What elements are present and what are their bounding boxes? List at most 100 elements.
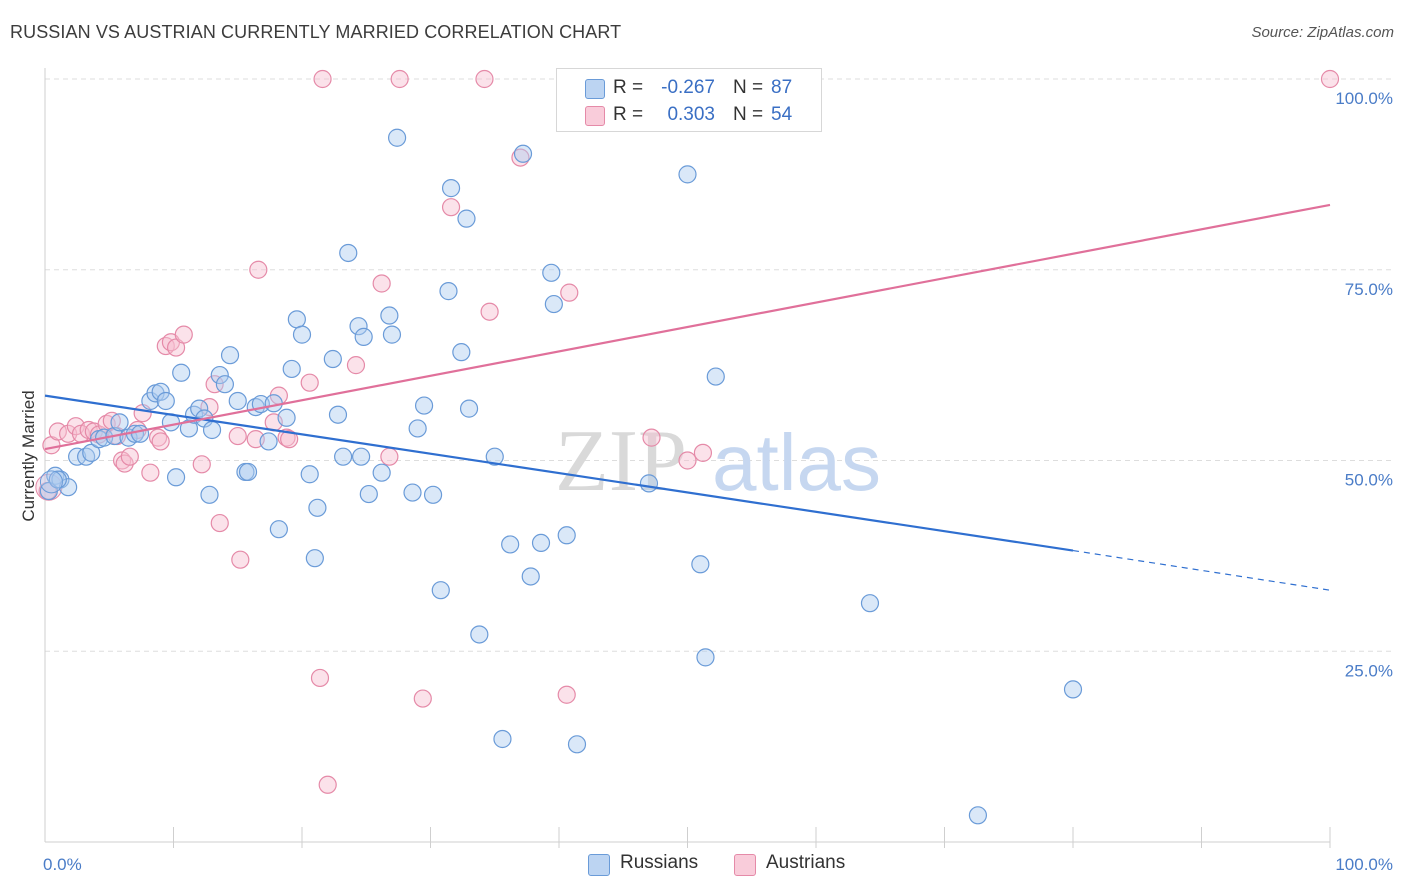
russian-point — [305, 549, 324, 568]
russian-point — [215, 375, 234, 394]
austrian-point — [249, 260, 268, 279]
russian-point — [334, 447, 353, 466]
russian-point — [521, 567, 540, 586]
russian-point — [403, 483, 422, 502]
austrian-point — [557, 685, 576, 704]
russian-point — [110, 413, 129, 432]
austrian-point — [1320, 69, 1340, 89]
russian-point — [380, 306, 399, 325]
r-label: R = — [613, 104, 644, 125]
r-value: -0.267 — [661, 77, 715, 98]
russian-point — [238, 462, 258, 482]
austrian-point — [318, 775, 337, 794]
russians-legend-swatch — [588, 854, 610, 876]
russian-point — [387, 128, 407, 147]
n-label: N = — [733, 104, 764, 125]
watermark: ZIP atlas — [555, 413, 881, 510]
russian-point — [531, 533, 551, 553]
austrians-points — [35, 69, 1340, 794]
russian-point — [210, 365, 229, 385]
austrian-point — [346, 356, 366, 375]
legend-row-russians: R = -0.267 N = 87 — [557, 73, 821, 101]
watermark-atlas: atlas — [712, 418, 881, 507]
russian-point — [179, 419, 199, 438]
austrian-point — [313, 69, 332, 89]
austrian-point — [192, 455, 211, 474]
russian-point — [439, 282, 458, 301]
russian-point-cluster — [39, 470, 63, 494]
russian-point — [441, 179, 461, 198]
russians-trend-extension — [1072, 549, 1331, 591]
russian-point — [359, 484, 378, 504]
russian-point — [352, 447, 371, 466]
russian-point — [513, 144, 533, 163]
russian-point — [501, 535, 520, 554]
russian-point — [269, 520, 288, 539]
russian-point — [431, 581, 450, 600]
austrian-point — [310, 668, 330, 688]
russian-point — [414, 396, 434, 415]
russian-point — [678, 165, 697, 184]
russian-point — [639, 474, 659, 493]
russian-point — [459, 399, 479, 418]
austrian-point — [280, 430, 299, 449]
russian-point — [308, 498, 327, 517]
russian-point — [544, 294, 563, 314]
tick-labels: 25.0% 50.0% 75.0% 100.0% 0.0% 100.0% — [43, 89, 1393, 874]
austrian-point — [59, 424, 78, 443]
austrian-point — [372, 274, 391, 293]
russian-point — [408, 419, 427, 438]
russian-point — [130, 424, 150, 443]
russian-point — [423, 485, 443, 504]
legend-row-austrians: R = 0.303 N = 54 — [557, 100, 821, 128]
russian-point — [493, 729, 512, 749]
russian-point — [277, 408, 296, 427]
russians-swatch — [585, 79, 605, 99]
russian-point — [339, 243, 358, 263]
austrian-point — [210, 513, 229, 533]
austrian-point — [678, 451, 697, 470]
russian-point — [542, 263, 561, 282]
russian-point — [282, 359, 301, 379]
russian-point — [691, 555, 710, 574]
russian-point — [166, 468, 186, 487]
x-tick-label: 100.0% — [1335, 855, 1393, 874]
russian-point — [228, 391, 247, 411]
austrian-point — [413, 689, 432, 708]
y-axis-label: Currently Married — [19, 390, 38, 521]
russian-point — [328, 405, 348, 424]
russian-point — [452, 343, 471, 362]
russian-point — [349, 317, 368, 336]
austrian-point — [380, 447, 399, 466]
russian-point — [968, 806, 988, 825]
russian-point — [190, 399, 209, 418]
russian-point — [485, 447, 504, 466]
russian-point — [82, 443, 101, 462]
austrian-point — [480, 302, 499, 321]
y-tick-label: 100.0% — [1335, 89, 1393, 108]
source-label: Source: ZipAtlas.com — [1251, 24, 1394, 41]
russian-point — [382, 325, 402, 344]
austrian-point — [475, 69, 494, 89]
russian-point — [1063, 680, 1083, 699]
austrian-point — [120, 447, 139, 466]
chart-title: RUSSIAN VS AUSTRIAN CURRENTLY MARRIED CO… — [10, 22, 622, 42]
russian-point — [151, 382, 170, 401]
y-tick-label: 25.0% — [1345, 661, 1393, 680]
russian-point — [354, 327, 373, 346]
russian-point — [557, 526, 576, 545]
x-tick-label: 0.0% — [43, 855, 82, 874]
russian-point — [300, 465, 319, 484]
austrian-point — [441, 198, 461, 217]
russian-point — [457, 209, 476, 228]
n-value: 87 — [771, 77, 793, 98]
watermark-zip: ZIP — [555, 413, 687, 510]
russian-point — [470, 625, 489, 644]
austrians-swatch — [585, 106, 605, 126]
austrians-legend-swatch — [734, 854, 756, 876]
russian-point — [202, 420, 222, 440]
russian-point — [156, 391, 175, 411]
r-label: R = — [613, 77, 644, 98]
russian-point — [287, 310, 306, 329]
